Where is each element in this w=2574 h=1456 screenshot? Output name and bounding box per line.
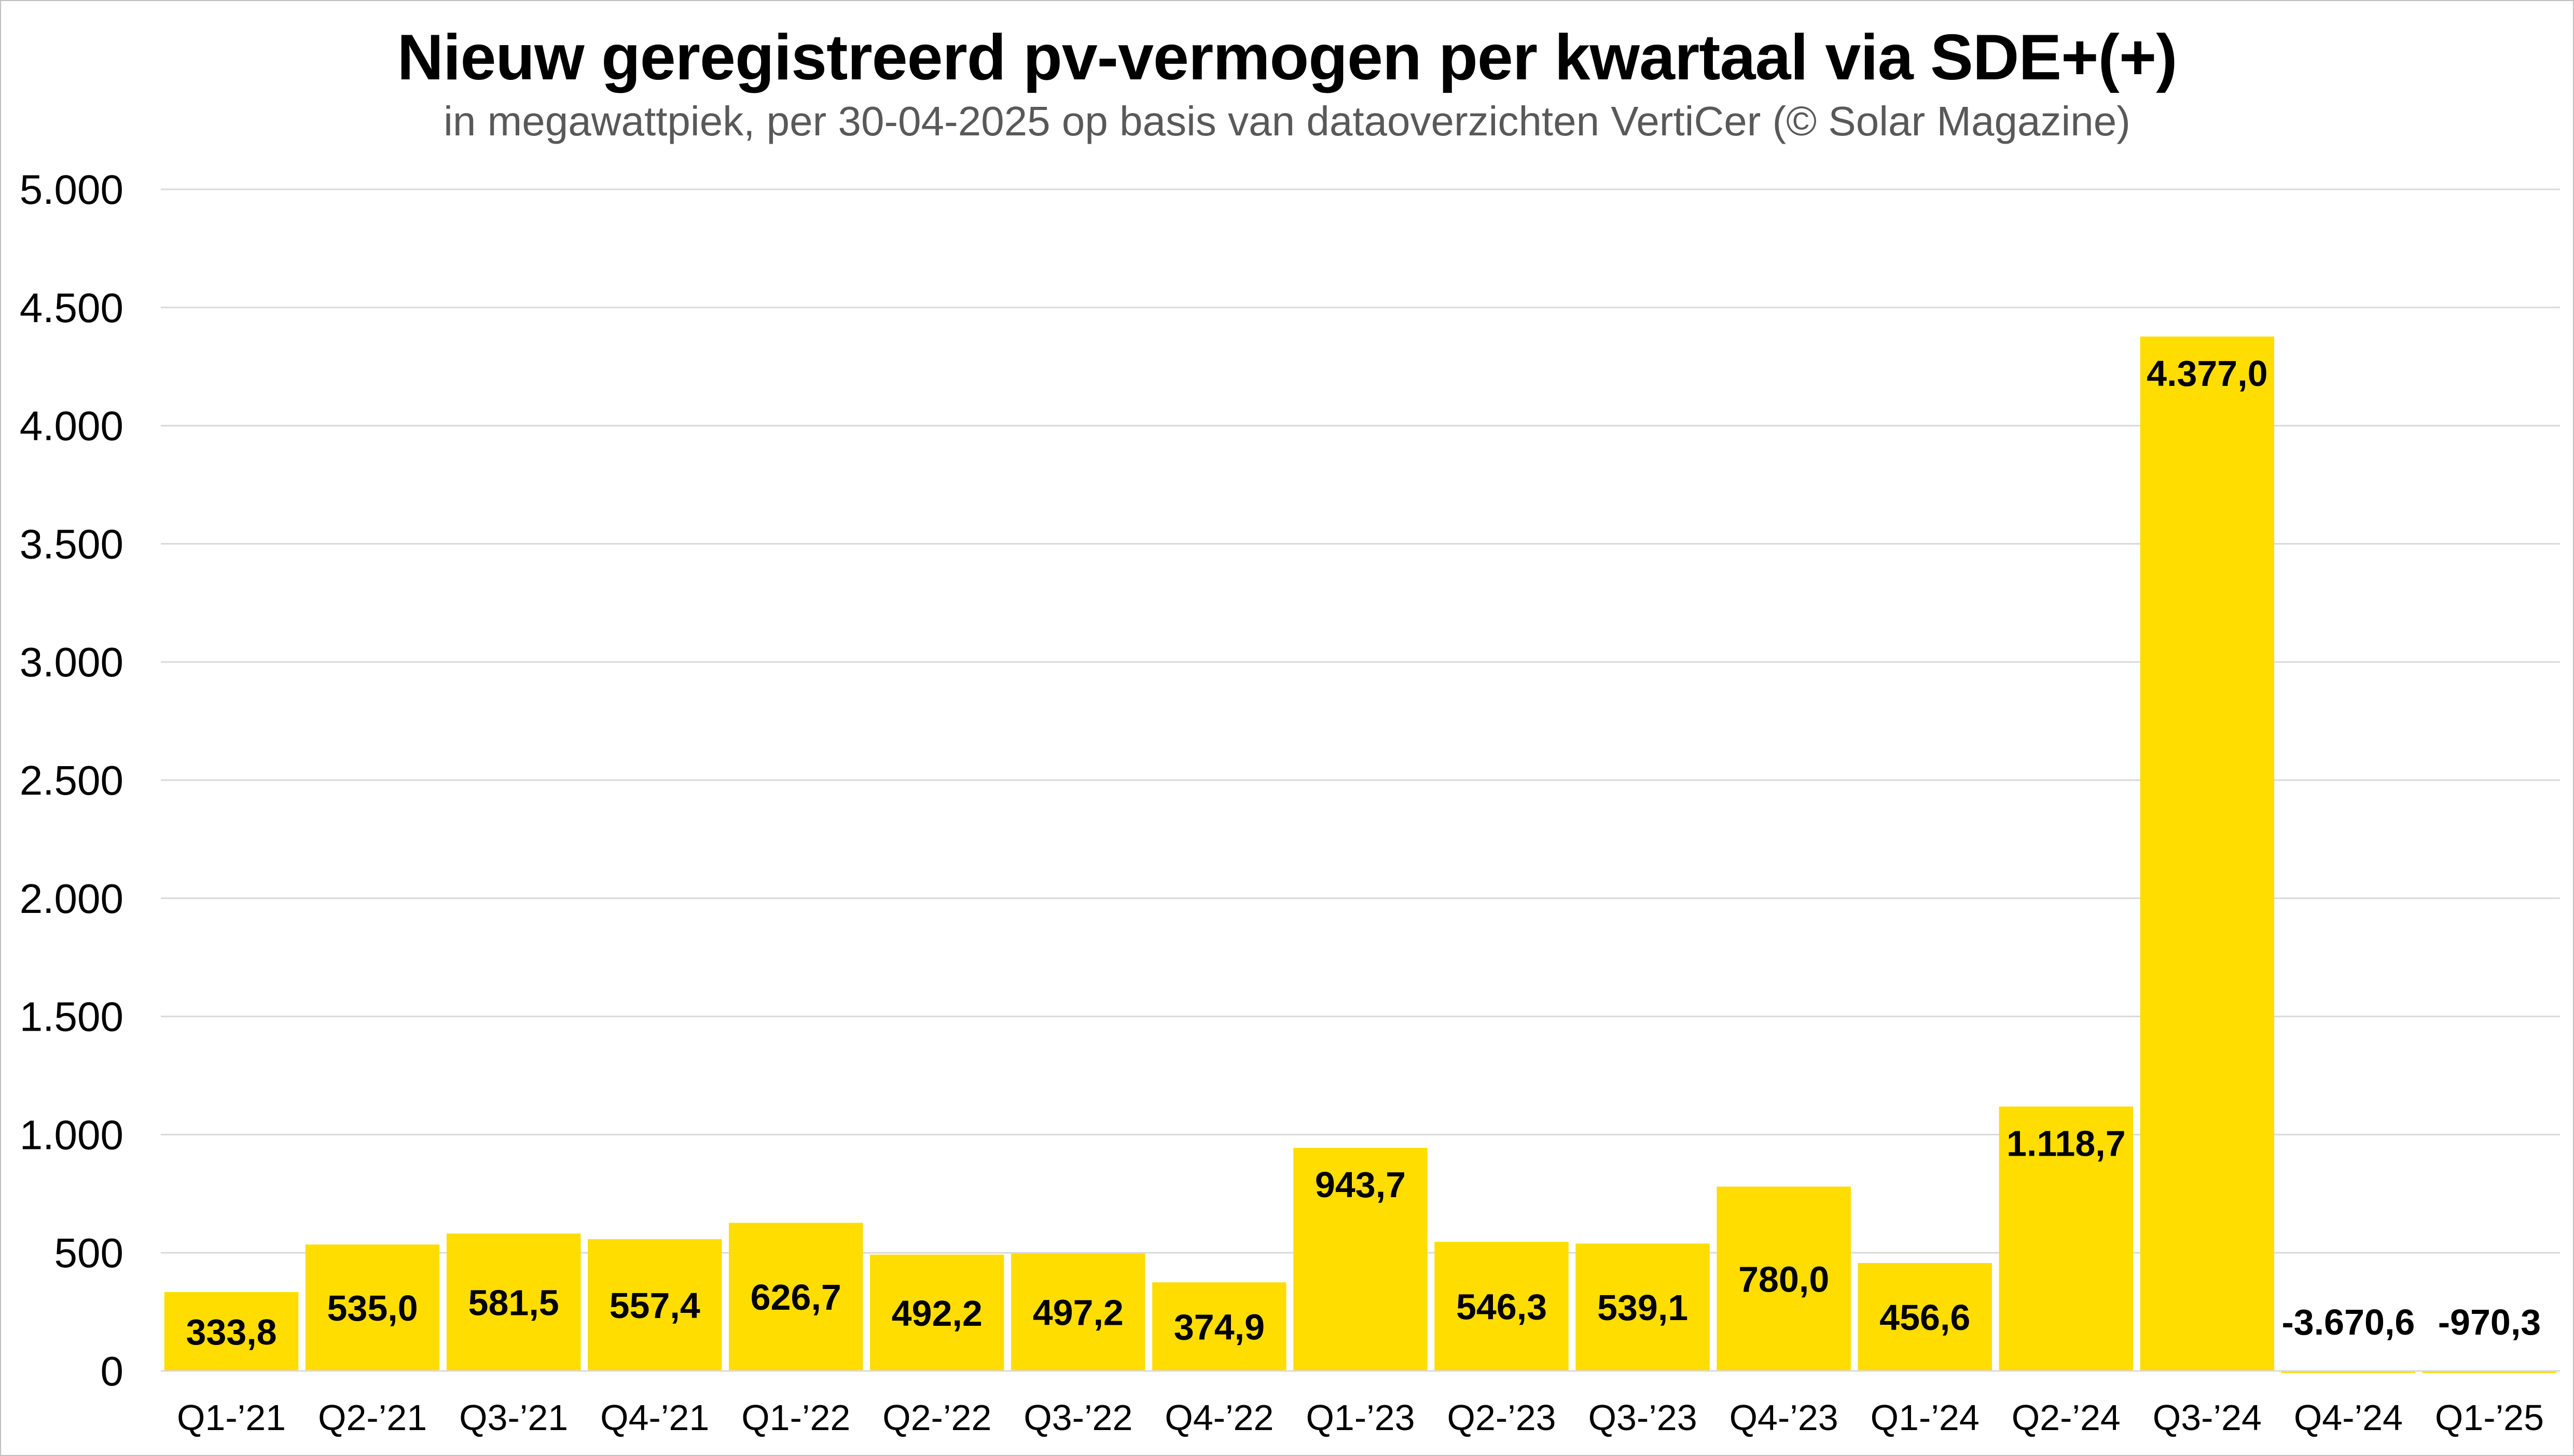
y-tick-label: 4.000	[20, 403, 123, 449]
bars	[164, 336, 2557, 1373]
x-axis-category-labels: Q1-’21 Q2-’21 Q3-’21 Q4-’21 Q1-’22 Q2-’22 Q3-’…	[177, 1397, 2544, 1438]
x-category-label: Q4-’22	[1165, 1397, 1274, 1438]
bar	[1717, 1186, 1851, 1371]
chart-title: Nieuw geregistreerd pv-vermogen per kwar…	[397, 22, 2177, 93]
y-tick-label: 5.000	[20, 167, 123, 213]
x-category-label: Q1-’23	[1306, 1397, 1415, 1438]
data-label: 546,3	[1456, 1287, 1547, 1327]
x-category-label: Q3-’23	[1588, 1397, 1697, 1438]
y-tick-label: 1.000	[20, 1112, 123, 1158]
bar	[2281, 1371, 2416, 1373]
bar	[870, 1254, 1004, 1371]
y-tick-label: 0	[101, 1348, 124, 1394]
data-labels: 333,8 535,0 581,5 557,4 626,7 492,2 497,2 374,9…	[186, 353, 2541, 1352]
y-tick-label: 1.500	[20, 994, 123, 1040]
data-label: 374,9	[1174, 1307, 1265, 1348]
x-category-label: Q1-’22	[741, 1397, 850, 1438]
y-tick-label: 4.500	[20, 285, 123, 331]
data-label: 497,2	[1033, 1293, 1124, 1333]
data-label: 539,1	[1597, 1287, 1688, 1328]
bar	[1011, 1253, 1145, 1371]
x-category-label: Q3-’24	[2153, 1397, 2262, 1438]
bar	[2422, 1371, 2557, 1373]
x-category-label: Q2-’21	[318, 1397, 427, 1438]
data-label: -970,3	[2438, 1302, 2541, 1342]
bar	[446, 1233, 581, 1371]
y-tick-label: 3.500	[20, 521, 123, 567]
y-tick-label: 2.000	[20, 876, 123, 922]
data-label: 4.377,0	[2147, 353, 2268, 394]
data-label: 626,7	[751, 1277, 841, 1318]
bar	[164, 1292, 299, 1371]
bar	[2140, 336, 2275, 1371]
x-category-label: Q1-’25	[2435, 1397, 2544, 1438]
bar	[305, 1244, 440, 1371]
chart-subtitle: in megawattpiek, per 30-04-2025 op basis…	[444, 98, 2130, 144]
data-label: 581,5	[468, 1283, 559, 1323]
x-category-label: Q2-’24	[2012, 1397, 2121, 1438]
data-label: -3.670,6	[2281, 1302, 2415, 1342]
data-label: 492,2	[892, 1293, 982, 1334]
y-axis-tick-labels: 0 500 1.000 1.500 2.000 2.500 3.000 3.500 4.000 4…	[20, 167, 123, 1394]
bar	[1293, 1148, 1428, 1371]
bar	[1999, 1106, 2134, 1371]
y-tick-label: 2.500	[20, 757, 123, 803]
bar	[1575, 1243, 1710, 1371]
x-category-label: Q4-’21	[600, 1397, 709, 1438]
x-category-label: Q1-’24	[1871, 1397, 1980, 1438]
bar	[1152, 1282, 1286, 1371]
x-category-label: Q3-’21	[459, 1397, 568, 1438]
x-category-label: Q2-’23	[1447, 1397, 1556, 1438]
bar	[1858, 1263, 1992, 1371]
x-category-label: Q3-’22	[1023, 1397, 1132, 1438]
x-category-label: Q4-’23	[1729, 1397, 1838, 1438]
x-category-label: Q4-’24	[2294, 1397, 2403, 1438]
bar	[1434, 1242, 1569, 1371]
data-label: 333,8	[186, 1312, 276, 1352]
bar	[729, 1223, 863, 1371]
y-tick-label: 3.000	[20, 639, 123, 685]
data-label: 557,4	[610, 1285, 700, 1326]
data-label: 780,0	[1738, 1259, 1829, 1299]
y-tick-label: 500	[54, 1230, 123, 1276]
data-label: 1.118,7	[2006, 1123, 2126, 1163]
data-label: 535,0	[327, 1288, 418, 1328]
x-category-label: Q1-’21	[177, 1397, 286, 1438]
x-category-label: Q2-’22	[882, 1397, 991, 1438]
data-label: 456,6	[1879, 1297, 1970, 1338]
bar	[587, 1239, 722, 1371]
data-label: 943,7	[1315, 1164, 1406, 1205]
